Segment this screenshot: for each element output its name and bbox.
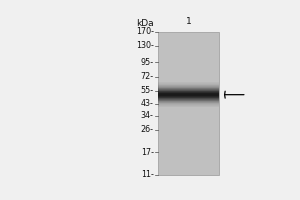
Bar — [158, 84, 219, 85]
Bar — [158, 86, 219, 87]
Bar — [158, 103, 219, 104]
Bar — [158, 87, 219, 88]
Bar — [158, 97, 219, 98]
Text: 17-: 17- — [141, 148, 154, 157]
Bar — [158, 99, 219, 100]
Bar — [158, 94, 219, 95]
Text: 11-: 11- — [141, 170, 154, 179]
Text: 170-: 170- — [136, 27, 154, 36]
Text: 130-: 130- — [136, 41, 154, 50]
Bar — [158, 83, 219, 84]
Bar — [158, 96, 219, 97]
Bar — [158, 100, 219, 101]
Text: 72-: 72- — [141, 72, 154, 81]
Bar — [158, 91, 219, 92]
Text: 55-: 55- — [141, 86, 154, 95]
Bar — [158, 106, 219, 107]
Bar — [158, 89, 219, 90]
Bar — [158, 32, 219, 175]
Text: 43-: 43- — [141, 99, 154, 108]
Bar — [158, 88, 219, 89]
Text: 34-: 34- — [141, 111, 154, 120]
Bar — [158, 93, 219, 94]
Bar — [158, 101, 219, 102]
Bar — [158, 98, 219, 99]
Text: kDa: kDa — [136, 20, 154, 28]
Text: 1: 1 — [186, 17, 191, 26]
Bar — [158, 102, 219, 103]
Bar — [158, 95, 219, 96]
Bar — [158, 90, 219, 91]
Text: 26-: 26- — [141, 125, 154, 134]
Bar — [158, 105, 219, 106]
Text: 95-: 95- — [141, 58, 154, 67]
Bar — [158, 82, 219, 83]
Bar — [158, 104, 219, 105]
Bar — [158, 85, 219, 86]
Bar — [158, 92, 219, 93]
